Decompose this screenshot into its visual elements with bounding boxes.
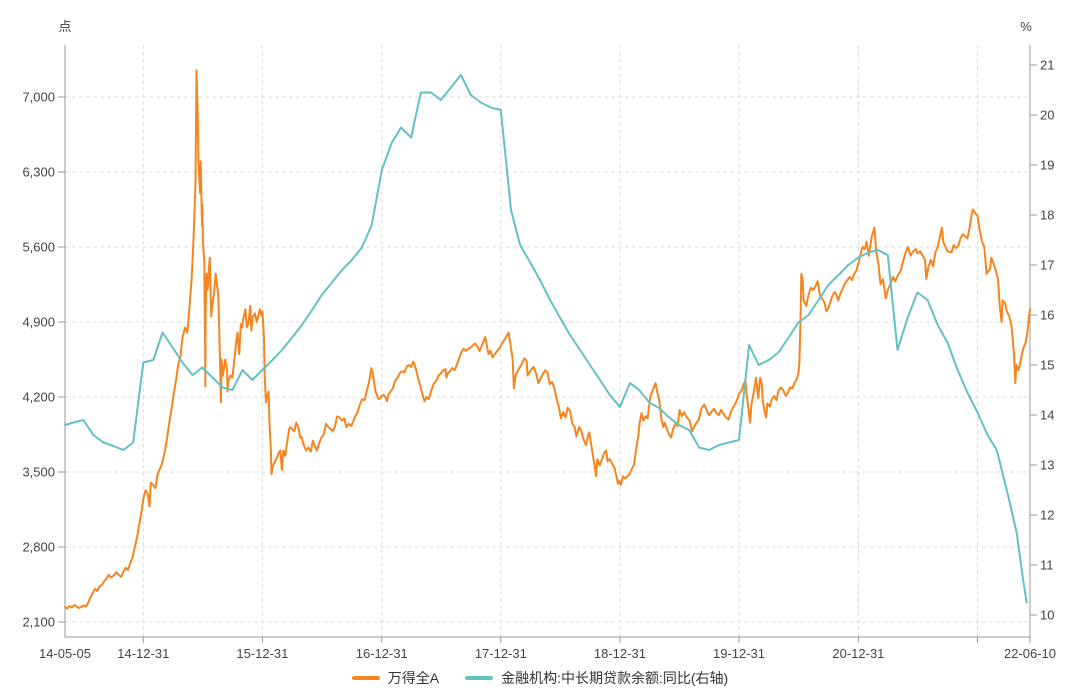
left-axis-tick-label: 7,000	[22, 90, 55, 105]
legend-label-loan-yoy: 金融机构:中长期贷款余额:同比(右轴)	[501, 670, 729, 686]
right-axis-tick-label: 16	[1040, 308, 1054, 323]
legend-label-wind-all-a: 万得全A	[387, 670, 440, 686]
series-line-wind-all-a	[64, 69, 1031, 610]
right-axis-tick-label: 21	[1040, 58, 1054, 73]
right-axis-tick-label: 19	[1040, 158, 1054, 173]
right-axis-tick-label: 18	[1040, 208, 1054, 223]
x-axis-tick-label: 14-12-31	[117, 646, 169, 661]
chart-legend: 万得全A 金融机构:中长期贷款余额:同比(右轴)	[0, 671, 1080, 685]
right-axis-tick-label: 15	[1040, 358, 1054, 373]
left-axis-tick-label: 3,500	[22, 465, 55, 480]
right-axis-tick-label: 14	[1040, 408, 1054, 423]
x-axis-tick-label: 16-12-31	[356, 646, 408, 661]
x-axis-tick-label: 17-12-31	[475, 646, 527, 661]
x-axis-tick-label: 22-06-10	[1004, 646, 1056, 661]
left-axis-tick-label: 2,100	[22, 615, 55, 630]
series-line-loan-yoy	[64, 74, 1028, 604]
left-axis-unit-label: 点	[58, 19, 71, 34]
left-axis-tick-label: 4,900	[22, 315, 55, 330]
legend-swatch-loan-yoy	[465, 676, 494, 680]
legend-item-loan-yoy: 金融机构:中长期贷款余额:同比(右轴)	[465, 671, 728, 685]
legend-item-wind-all-a: 万得全A	[351, 670, 440, 686]
right-axis-tick-label: 10	[1040, 608, 1054, 623]
legend-swatch-wind-all-a	[351, 676, 380, 680]
x-axis-tick-label: 19-12-31	[713, 646, 765, 661]
x-axis-tick-label: 20-12-31	[832, 646, 884, 661]
right-axis-tick-label: 20	[1040, 108, 1054, 123]
right-axis-tick-label: 17	[1040, 258, 1054, 273]
left-axis-tick-label: 2,800	[22, 540, 55, 555]
right-axis-unit-label: %	[1020, 19, 1032, 34]
left-axis-tick-label: 6,300	[22, 165, 55, 180]
x-axis-tick-label: 15-12-31	[236, 646, 288, 661]
left-axis-tick-label: 5,600	[22, 240, 55, 255]
left-axis-tick-label: 4,200	[22, 390, 55, 405]
x-axis-tick-label: 18-12-31	[594, 646, 646, 661]
x-axis-tick-label: 14-05-05	[39, 646, 91, 661]
right-axis-tick-label: 11	[1040, 558, 1054, 573]
right-axis-tick-label: 12	[1040, 508, 1054, 523]
right-axis-tick-label: 13	[1040, 458, 1054, 473]
